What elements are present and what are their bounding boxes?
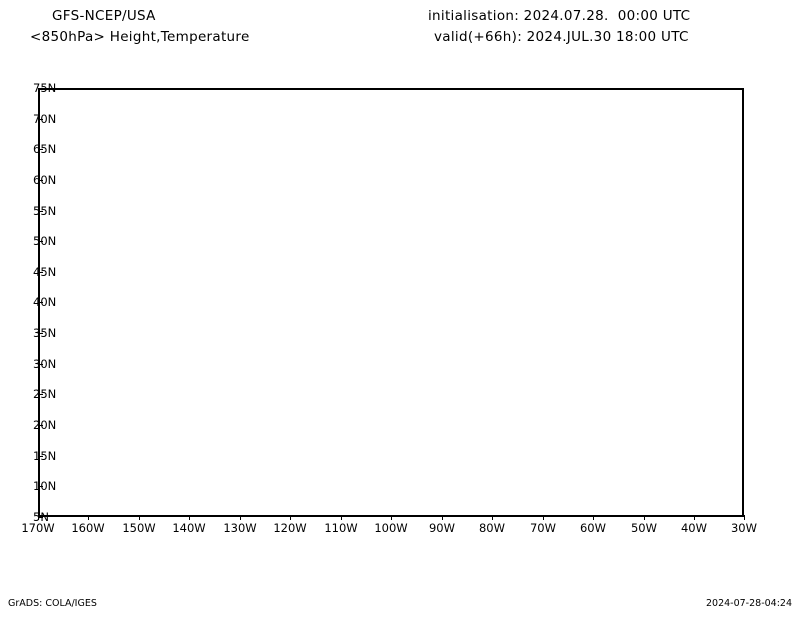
y-axis-label-75N: 75N — [33, 81, 57, 95]
initialisation-time: initialisation: 2024.07.28. 00:00 UTC — [428, 8, 691, 24]
y-tick — [38, 394, 43, 396]
x-tick — [341, 515, 342, 520]
y-tick — [38, 486, 43, 488]
y-tick — [38, 424, 43, 426]
x-axis-label-130W: 130W — [223, 521, 257, 535]
x-axis-label-60W: 60W — [579, 521, 607, 535]
y-axis-label-20N: 20N — [33, 417, 57, 432]
y-axis-label-60N: 60N — [33, 172, 57, 187]
level-fields-label: <850hPa> Height,Temperature — [30, 29, 250, 45]
y-tick — [38, 88, 43, 89]
x-axis-label-30W: 30W — [730, 521, 758, 535]
x-tick — [189, 515, 190, 520]
x-tick — [88, 515, 89, 520]
x-axis-label-80W: 80W — [478, 521, 506, 535]
x-axis-label-120W: 120W — [273, 521, 307, 535]
x-tick — [744, 515, 745, 520]
x-tick — [391, 515, 392, 520]
y-axis-label-15N: 15N — [33, 448, 57, 463]
y-tick — [38, 516, 43, 518]
x-tick — [644, 515, 645, 520]
y-axis-label-35N: 35N — [33, 326, 57, 340]
plot-frame-border — [38, 88, 744, 517]
y-tick — [38, 363, 43, 365]
y-tick — [38, 179, 43, 181]
y-tick — [38, 333, 43, 334]
x-tick — [290, 515, 291, 520]
x-tick — [442, 515, 443, 520]
x-axis-label-160W: 160W — [71, 521, 105, 535]
y-axis-label-10N: 10N — [33, 479, 57, 494]
x-axis-label-40W: 40W — [680, 521, 708, 535]
y-axis-label-25N: 25N — [33, 387, 57, 402]
x-tick — [492, 515, 493, 520]
x-axis-label-50W: 50W — [630, 521, 658, 535]
x-axis-label-150W: 150W — [122, 521, 156, 535]
y-axis-label-5N: 5N — [33, 509, 49, 524]
valid-time: valid(+66h): 2024.JUL.30 18:00 UTC — [434, 29, 689, 45]
y-axis-label-40N: 40N — [33, 295, 57, 310]
render-timestamp: 2024-07-28-04:24 — [705, 598, 792, 609]
y-tick — [38, 455, 43, 457]
model-label: GFS-NCEP/USA — [52, 8, 156, 24]
x-tick — [694, 515, 695, 520]
y-axis-label-30N: 30N — [33, 356, 57, 371]
grads-credit: GrADS: COLA/IGES — [8, 598, 97, 609]
y-axis-label-65N: 65N — [33, 142, 57, 157]
y-tick — [38, 271, 43, 273]
x-axis-label-110W: 110W — [324, 521, 358, 535]
contour-map-plot: 138 140 142 150 138 144 146 134 134 134 … — [38, 88, 744, 517]
x-tick — [240, 515, 241, 520]
x-axis-label-170W: 170W — [21, 521, 55, 535]
y-tick — [38, 241, 43, 243]
y-axis-label-45N: 45N — [33, 264, 57, 279]
x-axis-label-70W: 70W — [529, 521, 557, 535]
y-tick — [38, 118, 43, 120]
x-tick — [543, 515, 544, 520]
y-axis-label-70N: 70N — [33, 111, 57, 126]
y-axis-label-55N: 55N — [33, 203, 57, 218]
y-tick — [38, 302, 43, 304]
x-tick — [593, 515, 594, 520]
x-axis-label-100W: 100W — [374, 521, 408, 535]
x-tick — [139, 515, 140, 520]
x-axis-label-90W: 90W — [428, 521, 456, 535]
y-axis-label-50N: 50N — [33, 234, 57, 249]
y-tick — [38, 210, 43, 212]
y-tick — [38, 149, 43, 151]
x-axis-label-140W: 140W — [172, 521, 206, 535]
